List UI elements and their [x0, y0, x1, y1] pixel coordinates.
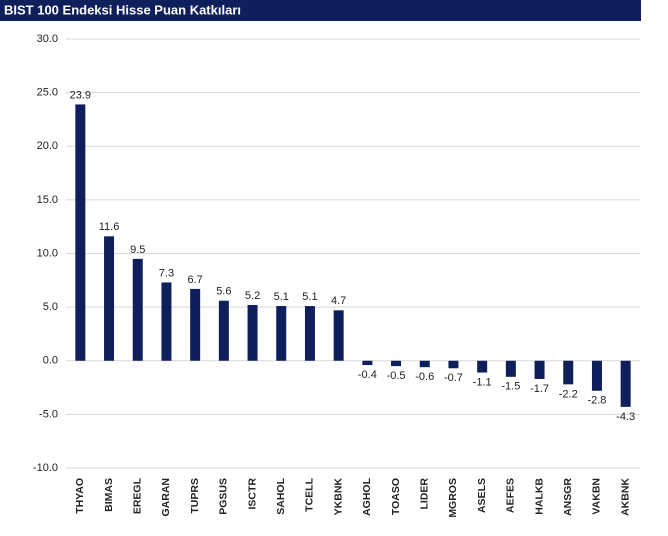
- x-tick-label: LIDER: [419, 478, 431, 510]
- data-label: -0.5: [387, 370, 406, 382]
- y-tick-label: 20.0: [37, 140, 58, 152]
- data-label: -0.6: [415, 371, 434, 383]
- data-label: -0.4: [358, 369, 377, 381]
- y-tick-label: 15.0: [37, 194, 58, 206]
- x-tick-label: HALKB: [533, 478, 545, 515]
- data-label: -0.7: [444, 372, 463, 384]
- bar: [276, 306, 287, 361]
- x-tick-label: MGROS: [447, 478, 459, 518]
- x-tick-label: TOASO: [390, 478, 402, 515]
- data-label: 11.6: [99, 221, 120, 233]
- x-tick-label: SAHOL: [275, 477, 287, 514]
- x-tick-label: AGHOL: [361, 477, 373, 516]
- y-tick-label: 0.0: [43, 355, 58, 367]
- x-tick-label: ASELS: [476, 478, 488, 513]
- data-label: 7.3: [159, 267, 174, 279]
- x-tick-label: EREGL: [132, 477, 144, 514]
- bar: [505, 360, 516, 377]
- data-label: 6.7: [188, 274, 203, 286]
- bar: [75, 104, 86, 361]
- x-tick-label: AKBNK: [619, 478, 631, 516]
- bar: [161, 282, 172, 361]
- bar: [304, 306, 315, 361]
- data-label: -1.7: [530, 383, 549, 395]
- y-tick-label: -5.0: [39, 408, 58, 420]
- y-tick-label: 5.0: [43, 301, 58, 313]
- x-tick-label: AEFES: [505, 478, 517, 513]
- data-label: 23.9: [70, 89, 91, 101]
- bar: [448, 360, 459, 369]
- data-label: -1.1: [473, 376, 492, 388]
- x-tick-label: YKBNK: [332, 478, 344, 516]
- x-tick-label: ISCTR: [246, 478, 258, 510]
- bar: [247, 304, 258, 361]
- y-tick-label: 30.0: [37, 33, 58, 45]
- title-banner: [0, 0, 641, 21]
- chart-title: BIST 100 Endeksi Hisse Puan Katkıları: [4, 2, 241, 17]
- y-tick-label: 10.0: [37, 247, 58, 259]
- bar: [563, 360, 574, 385]
- x-tick-label: TUPRS: [189, 478, 201, 514]
- bar: [362, 360, 373, 366]
- bar: [190, 288, 201, 361]
- x-tick-label: GARAN: [160, 478, 172, 517]
- y-tick-label: 25.0: [37, 87, 58, 99]
- y-tick-label: -10.0: [33, 462, 58, 474]
- data-label: -1.5: [501, 381, 520, 393]
- bar: [534, 360, 545, 379]
- data-label: -2.8: [587, 395, 606, 407]
- data-label: 5.1: [302, 291, 317, 303]
- data-label: -4.3: [616, 411, 635, 423]
- bar: [132, 258, 143, 361]
- data-label: -2.2: [559, 388, 578, 400]
- data-label: 5.6: [216, 286, 231, 298]
- bar: [333, 310, 344, 361]
- x-tick-label: PGSUS: [218, 478, 230, 515]
- bar: [419, 360, 430, 368]
- bar: [391, 360, 402, 367]
- data-label: 4.7: [331, 295, 346, 307]
- bar: [620, 360, 631, 407]
- x-tick-label: ANSGR: [562, 478, 574, 516]
- bar: [104, 236, 115, 361]
- data-label: 5.2: [245, 290, 260, 302]
- data-label: 5.1: [274, 291, 289, 303]
- x-tick-label: VAKBN: [591, 478, 603, 515]
- x-tick-label: TCELL: [304, 477, 316, 511]
- x-tick-label: BIMAS: [103, 478, 115, 512]
- bar: [218, 300, 229, 361]
- data-label: 9.5: [130, 244, 145, 256]
- bar: [477, 360, 488, 373]
- bar: [591, 360, 602, 391]
- x-tick-label: THYAO: [74, 478, 86, 514]
